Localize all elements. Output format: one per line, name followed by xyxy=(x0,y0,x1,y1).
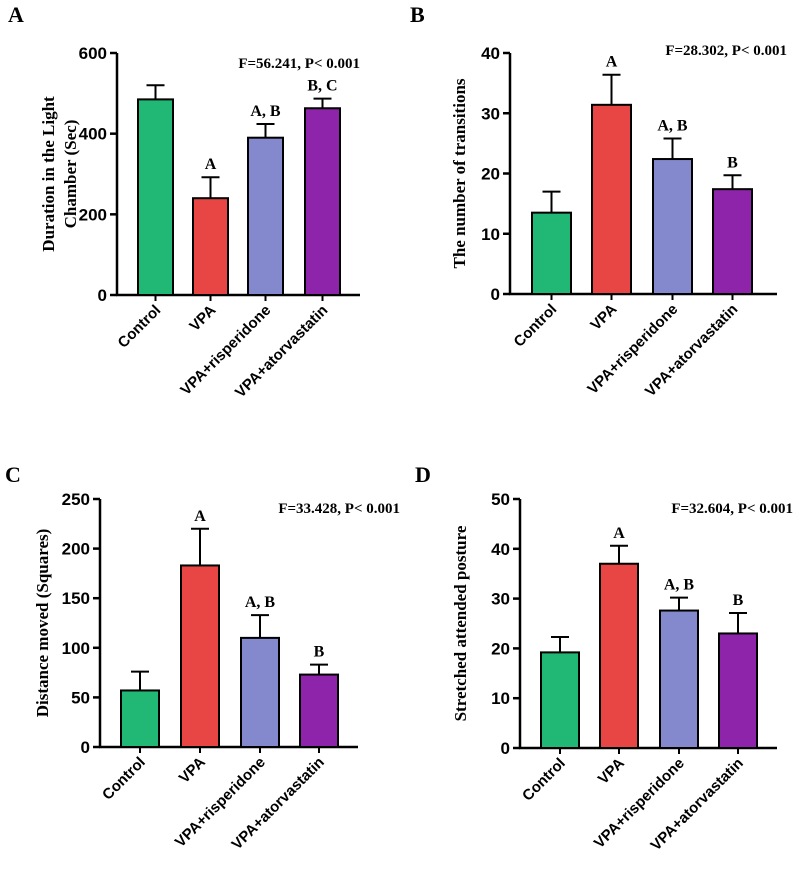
significance-label: B xyxy=(733,592,744,609)
y-tick-label: 250 xyxy=(62,490,90,509)
bar-vpa xyxy=(192,197,229,296)
x-tick-label: Control xyxy=(511,301,561,351)
y-tick-label: 0 xyxy=(491,285,500,304)
bar-vpa-atorvastatin xyxy=(304,107,341,296)
bar-vpa-atorvastatin xyxy=(712,188,753,295)
y-tick-label: 10 xyxy=(481,225,500,244)
x-tick-label: VPA xyxy=(595,755,628,788)
panel-d: D F=32.604, P< 0.001 Stretched attended po… xyxy=(415,462,793,854)
y-tick-label: 100 xyxy=(62,639,90,658)
bar-vpa-risperidone xyxy=(247,136,284,296)
stat-annotation: F=32.604, P< 0.001 xyxy=(671,501,793,517)
panel-label: B xyxy=(410,2,425,27)
x-tick-label: VPA xyxy=(186,302,219,335)
x-tick-label: Control xyxy=(99,754,149,804)
stat-annotation: F=28.302, P< 0.001 xyxy=(665,43,787,59)
panel-a: A F=56.241, P< 0.001 Duration in the Light… xyxy=(8,2,360,401)
bar-control xyxy=(120,689,160,748)
y-tick-label: 150 xyxy=(62,589,90,608)
significance-label: A xyxy=(606,54,618,71)
panel-label: D xyxy=(415,462,431,487)
y-tick-label: 30 xyxy=(491,590,510,609)
y-tick-label: 50 xyxy=(71,688,90,707)
y-tick-label: 400 xyxy=(79,125,107,144)
y-tick-label: 0 xyxy=(501,739,510,758)
bar-control xyxy=(137,98,174,296)
y-tick-label: 0 xyxy=(81,738,90,757)
bar-control xyxy=(540,651,580,749)
y-axis-label: The number of transitions xyxy=(450,78,469,268)
x-tick-label: Control xyxy=(519,755,569,805)
y-axis-label: Stretched attended posture xyxy=(451,525,470,721)
significance-label: A xyxy=(613,525,625,542)
bar-vpa-atorvastatin xyxy=(718,632,758,750)
y-tick-label: 30 xyxy=(481,104,500,123)
panel-label: C xyxy=(5,462,21,487)
significance-label: A, B xyxy=(250,103,281,120)
significance-label: B, C xyxy=(307,78,337,95)
panel-c: C F=33.428, P< 0.001 Distance moved (Squar… xyxy=(5,462,400,853)
significance-label: A, B xyxy=(245,594,276,611)
y-tick-label: 200 xyxy=(79,205,107,224)
bar-vpa xyxy=(180,564,220,748)
bar-vpa-risperidone xyxy=(652,158,693,295)
bar-control xyxy=(531,211,572,296)
y-tick-label: 40 xyxy=(481,44,500,63)
x-tick-label: VPA xyxy=(176,754,209,787)
y-tick-label: 40 xyxy=(491,540,510,559)
x-tick-label: VPA xyxy=(587,301,620,334)
significance-label: B xyxy=(314,644,325,661)
x-tick-label: Control xyxy=(115,302,165,352)
significance-label: A xyxy=(205,156,217,173)
y-axis-label: Duration in the Light Chamber (Sec) xyxy=(39,96,80,252)
panel-b: B F=28.302, P< 0.001 The number of transit… xyxy=(410,2,787,400)
panel-label: A xyxy=(8,2,24,27)
y-tick-label: 0 xyxy=(98,286,107,305)
bar-vpa-risperidone xyxy=(659,609,699,749)
significance-label: B xyxy=(727,154,738,171)
y-axis-label: Distance moved (Squares) xyxy=(33,529,52,718)
bar-vpa xyxy=(591,103,632,295)
bar-vpa-atorvastatin xyxy=(299,673,339,748)
stat-annotation: F=56.241, P< 0.001 xyxy=(238,56,360,72)
y-tick-label: 10 xyxy=(491,689,510,708)
significance-label: A, B xyxy=(664,577,695,594)
significance-label: A, B xyxy=(657,118,688,135)
y-tick-label: 200 xyxy=(62,540,90,559)
significance-label: A xyxy=(194,508,206,525)
y-tick-label: 600 xyxy=(79,44,107,63)
bar-vpa-risperidone xyxy=(240,636,280,749)
y-tick-label: 20 xyxy=(481,165,500,184)
y-tick-label: 20 xyxy=(491,639,510,658)
stat-annotation: F=33.428, P< 0.001 xyxy=(278,501,400,517)
bar-vpa xyxy=(599,562,639,749)
y-tick-label: 50 xyxy=(491,490,510,509)
